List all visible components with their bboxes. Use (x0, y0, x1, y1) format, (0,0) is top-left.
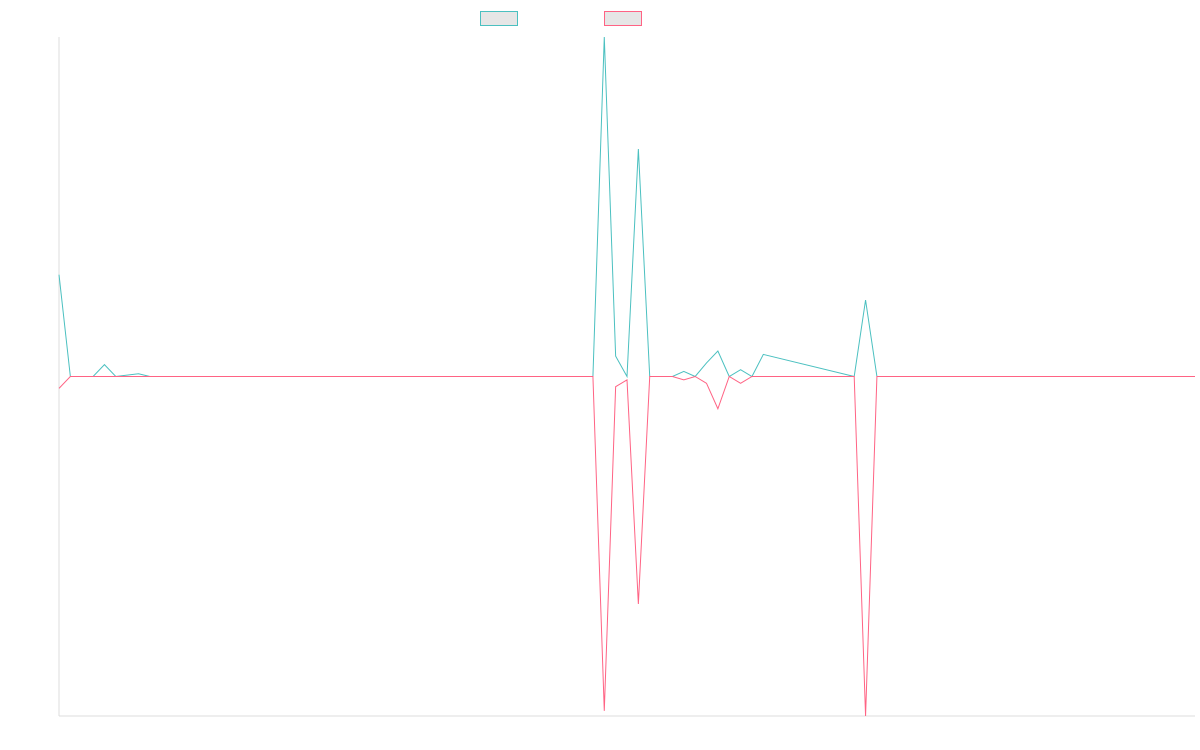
chart-legend (0, 9, 1200, 27)
series-line-2 (58, 375, 1195, 717)
legend-swatch-series-1 (480, 10, 518, 26)
legend-swatch-series-2 (604, 10, 642, 26)
series-layer (58, 36, 1195, 717)
legend-item-series-2[interactable] (604, 9, 648, 27)
legend-item-series-1[interactable] (480, 9, 524, 27)
series-line-1 (58, 36, 1195, 379)
